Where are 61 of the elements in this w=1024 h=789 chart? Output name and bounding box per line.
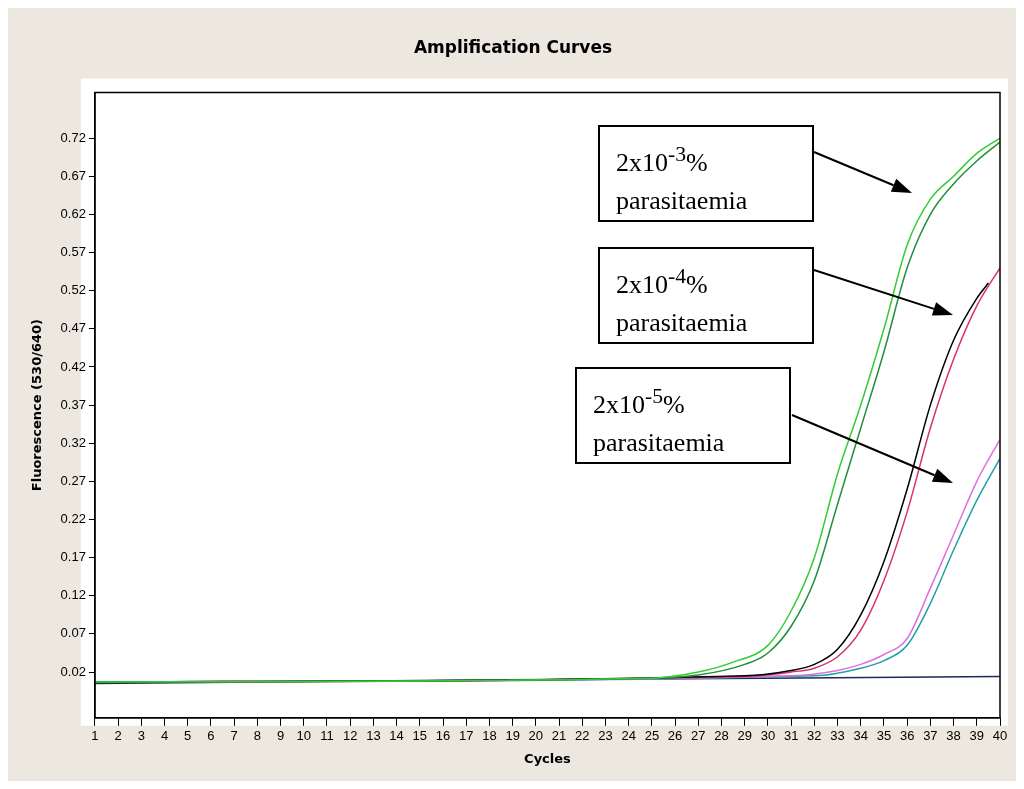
x-tick-label: 14: [389, 728, 404, 744]
y-tick-label: 0.27: [60, 472, 86, 488]
x-tick-label: 17: [458, 728, 474, 744]
chart-title: Amplification Curves: [413, 36, 613, 57]
y-tick-label: 0.62: [60, 206, 86, 222]
y-tick-label: 0.02: [60, 663, 86, 679]
x-tick-label: 33: [830, 728, 845, 744]
x-tick-label: 7: [230, 728, 238, 744]
y-tick-label: 0.37: [60, 396, 86, 412]
x-tick-label: 16: [435, 728, 451, 744]
x-tick-label: 10: [296, 728, 311, 744]
x-axis-title: Cycles: [524, 750, 572, 766]
x-tick-label: 23: [598, 728, 613, 744]
y-tick-label: 0.42: [60, 358, 86, 374]
x-tick-label: 38: [946, 728, 961, 744]
x-tick-label: 37: [923, 728, 938, 744]
y-tick-label: 0.72: [60, 129, 86, 145]
x-tick-label: 27: [691, 728, 706, 744]
y-tick-label: 0.47: [60, 320, 86, 336]
x-tick-label: 3: [137, 728, 145, 744]
x-tick-label: 35: [876, 728, 892, 744]
x-tick-label: 11: [320, 728, 334, 744]
x-tick-label: 26: [667, 728, 683, 744]
x-tick-label: 32: [807, 728, 822, 744]
x-tick-label: 39: [969, 728, 985, 744]
y-tick-label: 0.17: [60, 549, 86, 565]
x-tick-label: 30: [760, 728, 776, 744]
x-tick-label: 5: [184, 728, 192, 744]
x-tick-label: 4: [160, 728, 169, 744]
x-tick-label: 8: [253, 728, 261, 744]
x-tick-label: 36: [899, 728, 915, 744]
note-box: 2x10$^{-5}$% parasitaemia: [575, 367, 791, 464]
x-tick-label: 6: [207, 728, 215, 744]
x-tick-label: 28: [714, 728, 729, 744]
y-tick-label: 0.32: [60, 434, 86, 450]
x-tick-label: 20: [528, 728, 544, 744]
note-box: 2x10$^{-4}$% parasitaemia: [598, 247, 814, 344]
x-tick-label: 1: [91, 728, 99, 744]
x-tick-label: 29: [737, 728, 752, 744]
x-tick-label: 12: [342, 728, 358, 744]
y-tick-label: 0.67: [60, 167, 86, 183]
y-tick-label: 0.52: [60, 282, 86, 298]
note-box: 2x10$^{-3}$% parasitaemia: [598, 125, 814, 222]
x-tick-label: 18: [482, 728, 497, 744]
y-tick-label: 0.22: [60, 511, 86, 527]
x-tick-label: 9: [276, 728, 285, 744]
x-tick-label: 21: [551, 728, 567, 744]
x-tick-label: 40: [992, 728, 1008, 744]
x-tick-label: 13: [366, 728, 381, 744]
x-tick-label: 19: [505, 728, 520, 744]
x-tick-label: 15: [412, 728, 428, 744]
y-tick-label: 0.57: [60, 244, 86, 260]
y-tick-label: 0.07: [60, 625, 86, 641]
x-tick-label: 24: [621, 728, 636, 744]
x-tick-label: 2: [114, 728, 122, 744]
y-tick-label: 0.12: [60, 587, 86, 603]
x-tick-label: 34: [853, 728, 868, 744]
y-axis-title: Fluorescence (530/640): [29, 318, 45, 492]
x-tick-label: 31: [783, 728, 799, 744]
x-tick-label: 25: [644, 728, 660, 744]
x-tick-label: 22: [575, 728, 590, 744]
